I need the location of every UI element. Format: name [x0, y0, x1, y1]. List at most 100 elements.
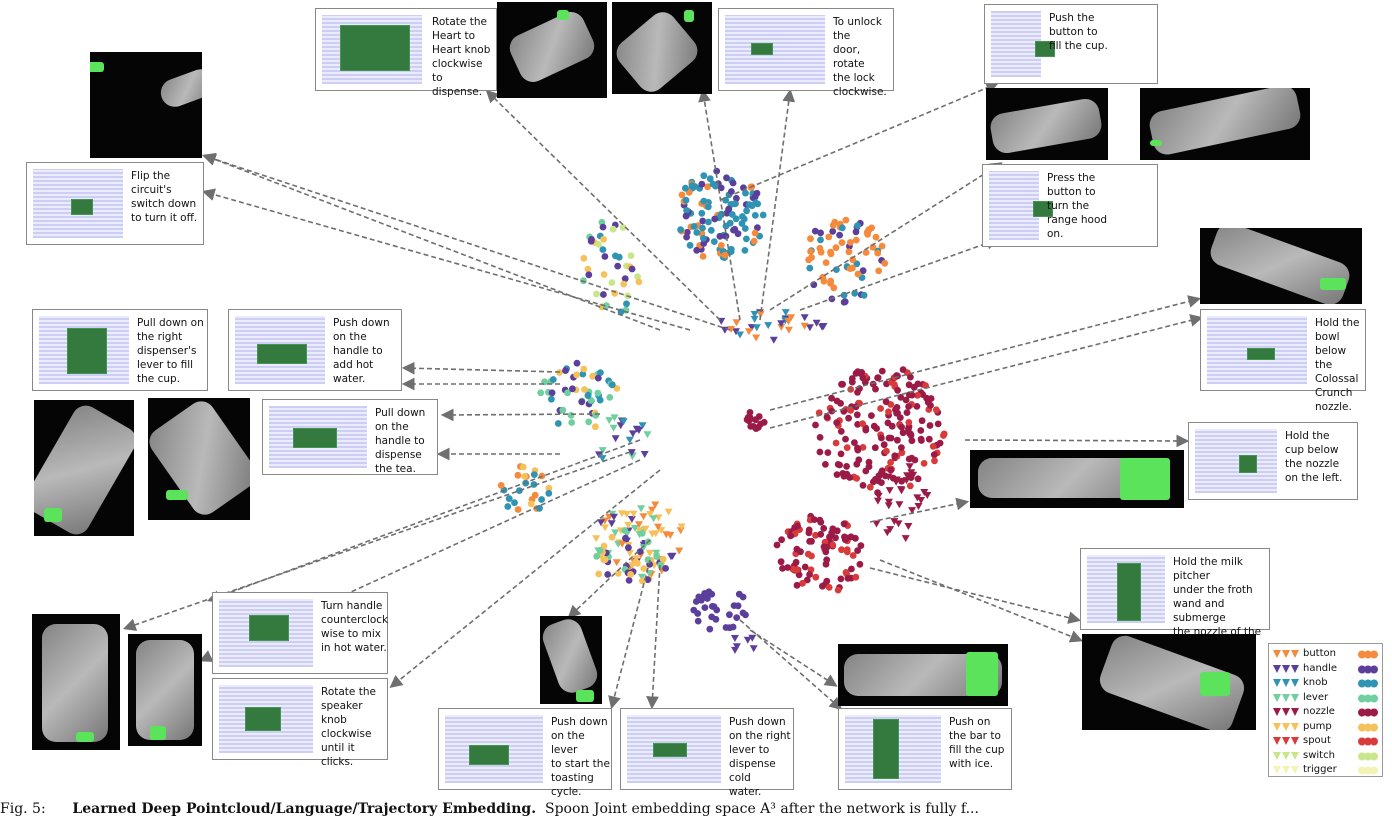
scatter-point — [688, 182, 696, 189]
scatter-point — [874, 492, 883, 500]
scatter-point — [593, 290, 600, 298]
instruction-text: To unlock the door, rotate the lock cloc… — [833, 16, 887, 98]
scatter-point — [887, 466, 895, 474]
dashed-arrow — [401, 361, 561, 375]
legend-triangle-marker — [1273, 766, 1299, 774]
scatter-point — [853, 411, 861, 419]
legend-label: knob — [1303, 677, 1328, 688]
scatter-point — [604, 571, 612, 578]
scatter-point — [859, 420, 866, 427]
scatter-point — [903, 472, 912, 480]
scatter-point — [752, 425, 760, 432]
scatter-point — [756, 311, 765, 318]
scatter-point — [701, 604, 709, 611]
scatter-point — [611, 435, 620, 443]
voxel-grid-image — [1195, 429, 1277, 493]
scatter-point — [800, 314, 809, 322]
scatter-point — [752, 324, 761, 332]
instruction-card: Flip the circuit's switch down to turn i… — [26, 162, 204, 245]
scatter-point — [764, 322, 773, 330]
scatter-point — [677, 226, 684, 234]
legend-entry: lever — [1273, 691, 1379, 706]
scatter-point — [750, 311, 759, 318]
scatter-point — [851, 439, 858, 446]
scatter-point — [627, 516, 636, 523]
scatter-point — [598, 455, 607, 463]
scatter-point — [819, 323, 828, 330]
scatter-point — [635, 521, 643, 529]
instruction-card: Turn handle counterclock wise to mix in … — [212, 592, 388, 674]
scatter-point — [837, 428, 845, 435]
scatter-point — [842, 435, 849, 443]
dashed-arrow — [485, 89, 721, 321]
scatter-point — [598, 447, 607, 455]
scatter-point — [723, 174, 730, 182]
scatter-point — [527, 500, 535, 508]
scatter-point — [605, 417, 614, 425]
scatter-point — [854, 421, 861, 428]
legend-entry: nozzle — [1273, 705, 1379, 720]
scatter-point — [734, 230, 742, 238]
gripper-marker — [44, 508, 62, 522]
scatter-point — [601, 556, 609, 564]
scatter-point — [898, 449, 906, 457]
scatter-point — [645, 549, 654, 557]
figure-caption: Fig. 5: Learned Deep Pointcloud/Language… — [0, 801, 1392, 818]
scatter-point — [619, 224, 627, 231]
scatter-point — [843, 463, 850, 470]
scatter-point — [584, 392, 592, 399]
scatter-point — [909, 471, 918, 479]
scatter-point — [805, 526, 813, 534]
scatter-point — [536, 504, 543, 512]
instruction-text: Pull down on the right dispenser's lever… — [137, 317, 204, 385]
scatter-point — [734, 602, 742, 610]
scatter-point — [779, 565, 786, 572]
scatter-point — [594, 374, 602, 382]
scatter-point — [885, 487, 894, 495]
scatter-point — [872, 233, 880, 241]
scatter-point — [898, 444, 905, 451]
gripper-marker — [576, 690, 594, 702]
scatter-point — [880, 441, 888, 449]
scatter-point — [732, 328, 740, 336]
legend-circle-marker — [1358, 679, 1378, 688]
scatter-point — [505, 495, 513, 502]
scatter-point — [662, 565, 669, 572]
scatter-point — [797, 548, 804, 556]
scatter-point — [721, 251, 729, 259]
scatter-point — [743, 636, 752, 644]
scatter-point — [836, 231, 843, 239]
scatter-point — [728, 211, 736, 218]
scatter-point — [878, 367, 886, 375]
scatter-point — [612, 559, 621, 567]
scatter-point — [817, 518, 825, 526]
gripper-marker — [76, 732, 94, 742]
scatter-point — [601, 253, 609, 260]
trajectory-render-image — [970, 450, 1184, 508]
trajectory-render-image — [1082, 634, 1256, 730]
object-render — [540, 616, 602, 697]
scatter-point — [866, 483, 874, 491]
scatter-point — [600, 235, 607, 243]
dashed-arrow — [719, 81, 999, 201]
object-render — [1206, 228, 1354, 304]
dashed-arrow — [879, 559, 1083, 643]
scatter-point — [857, 542, 865, 549]
scatter-point — [812, 421, 819, 429]
scatter-point — [731, 200, 739, 208]
scatter-point — [599, 223, 607, 231]
scatter-point — [516, 487, 523, 494]
scatter-point — [816, 448, 824, 456]
scatter-point — [651, 530, 660, 538]
scatter-point — [589, 372, 596, 380]
scatter-point — [640, 451, 649, 458]
scatter-point — [859, 482, 867, 489]
scatter-point — [700, 197, 708, 205]
scatter-point — [914, 475, 922, 483]
caption-prefix: Fig. 5: — [0, 801, 46, 817]
scatter-point — [578, 398, 586, 406]
instruction-text: Rotate the Heart to Heart knob clockwise… — [432, 16, 491, 98]
legend-triangle-marker — [1273, 679, 1299, 687]
scatter-point — [894, 386, 901, 394]
object-render — [1147, 88, 1303, 158]
